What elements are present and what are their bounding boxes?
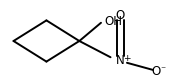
Text: OH: OH — [105, 15, 122, 28]
Text: O: O — [152, 65, 161, 78]
Text: N: N — [116, 54, 124, 67]
Text: +: + — [123, 54, 130, 63]
Text: ⁻: ⁻ — [160, 65, 165, 75]
Text: O: O — [115, 9, 125, 22]
